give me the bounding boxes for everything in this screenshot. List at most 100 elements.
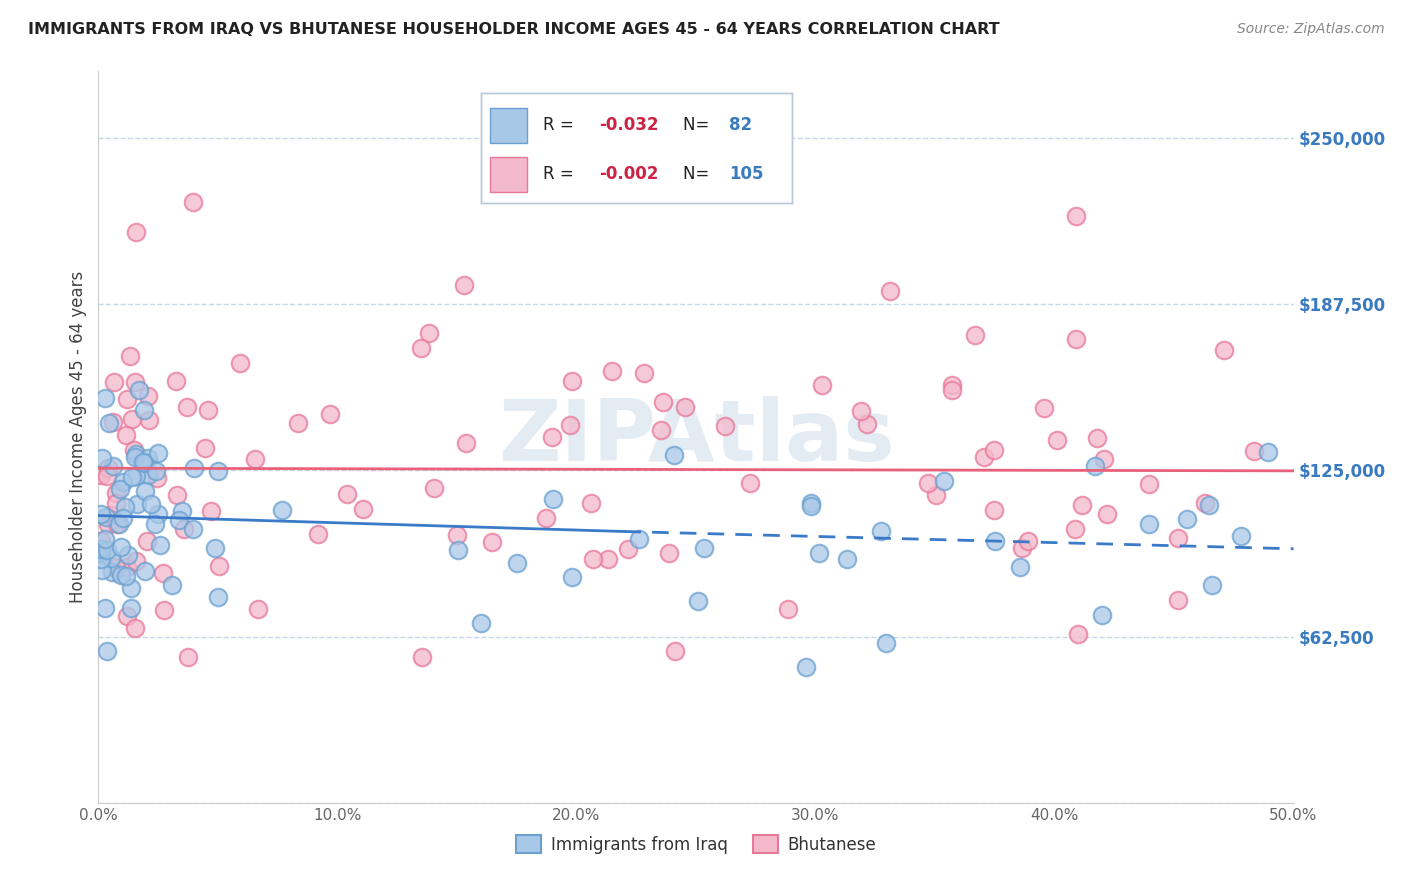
Point (112, 511, 135, 525)
Point (481, 535, 503, 549)
Point (146, 471, 169, 485)
Point (139, 497, 162, 511)
Point (132, 403, 155, 417)
Point (90, 507, 112, 521)
Point (183, 461, 205, 475)
Point (181, 194, 204, 209)
Point (1092, 452, 1115, 467)
Point (120, 581, 142, 595)
Point (115, 609, 138, 624)
Point (1257, 445, 1279, 459)
Point (1230, 529, 1253, 543)
Point (925, 488, 948, 502)
Point (138, 413, 160, 427)
Point (166, 487, 188, 501)
Point (352, 501, 374, 516)
Point (1137, 477, 1160, 491)
Point (1194, 495, 1216, 509)
Point (167, 513, 190, 527)
Point (1033, 401, 1056, 415)
Point (204, 541, 226, 556)
Point (105, 562, 128, 576)
Point (879, 284, 901, 298)
Point (856, 417, 879, 432)
Text: Source: ZipAtlas.com: Source: ZipAtlas.com (1237, 22, 1385, 37)
Point (1175, 512, 1198, 526)
Y-axis label: Householder Income Ages 45 - 64 years: Householder Income Ages 45 - 64 years (69, 271, 87, 603)
Point (271, 502, 294, 516)
Point (143, 516, 166, 531)
Point (104, 560, 127, 574)
Point (984, 534, 1007, 549)
Point (172, 504, 194, 518)
Point (714, 419, 737, 434)
Point (135, 533, 157, 548)
Point (176, 400, 198, 414)
Point (110, 567, 132, 582)
Point (124, 621, 146, 635)
Point (207, 464, 229, 478)
Point (662, 448, 685, 462)
Point (208, 559, 231, 574)
Point (120, 601, 142, 615)
Point (160, 578, 183, 592)
Point (134, 457, 156, 471)
Point (90, 552, 112, 566)
Point (693, 541, 716, 556)
Point (740, 475, 762, 490)
Point (917, 476, 939, 491)
Point (1064, 522, 1087, 536)
Point (125, 554, 148, 568)
Point (800, 496, 823, 510)
Point (307, 527, 329, 541)
Point (97, 461, 120, 475)
Point (983, 443, 1005, 458)
Point (1137, 517, 1160, 532)
Point (561, 374, 583, 388)
Point (90, 534, 112, 549)
Point (1071, 499, 1094, 513)
Point (941, 383, 963, 397)
Point (423, 481, 446, 495)
Point (849, 404, 872, 418)
Point (173, 522, 195, 536)
Point (176, 649, 198, 664)
Point (336, 486, 359, 500)
Point (1064, 332, 1087, 346)
Point (96, 469, 118, 483)
Point (411, 341, 433, 355)
Point (1084, 458, 1107, 473)
Point (96, 643, 118, 657)
Point (541, 491, 564, 506)
Point (598, 552, 620, 566)
Point (200, 504, 222, 518)
Point (108, 516, 131, 531)
Point (319, 407, 342, 421)
Point (111, 475, 134, 489)
Point (506, 556, 529, 570)
Point (125, 225, 148, 239)
Point (197, 403, 219, 417)
Point (228, 356, 250, 370)
Point (582, 552, 605, 566)
Point (1198, 499, 1220, 513)
Point (105, 496, 128, 510)
Point (115, 560, 138, 574)
Point (794, 660, 817, 674)
Point (983, 503, 1005, 517)
Point (136, 467, 159, 482)
Point (561, 570, 583, 584)
Point (447, 543, 470, 558)
Point (800, 499, 823, 513)
Point (165, 374, 187, 388)
Point (411, 649, 433, 664)
Point (1045, 433, 1067, 447)
Point (664, 644, 686, 658)
Point (136, 388, 159, 402)
Point (90, 468, 112, 483)
Point (103, 375, 125, 389)
Point (1243, 444, 1265, 458)
Point (124, 443, 146, 458)
Point (110, 540, 132, 554)
Point (1201, 578, 1223, 592)
